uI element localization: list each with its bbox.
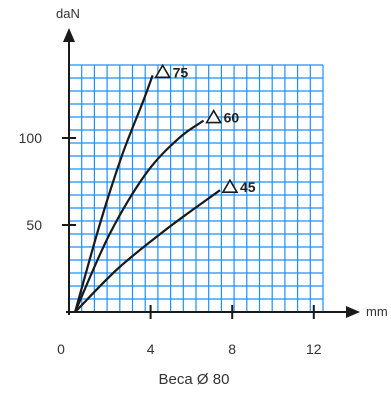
curves: 75 60 45 <box>74 63 256 313</box>
series-line-45 <box>74 189 221 313</box>
series-label-75: 75 <box>173 64 189 80</box>
chart-caption: Beca Ø 80 <box>159 371 230 388</box>
series-line-60 <box>74 119 205 313</box>
x-axis-label: mm <box>366 304 388 319</box>
x-tick-label: 0 <box>57 341 65 357</box>
series-label-60: 60 <box>224 110 240 126</box>
triangle-icon <box>154 63 172 79</box>
y-tick-label: 50 <box>26 217 42 233</box>
triangle-icon <box>221 178 239 193</box>
y-axis-label: daN <box>56 6 80 21</box>
series-line-75 <box>74 75 154 313</box>
axes <box>63 28 360 318</box>
series-label-45: 45 <box>240 179 256 195</box>
y-tick-label: 100 <box>19 130 43 146</box>
triangle-icon <box>205 109 223 124</box>
x-tick-label: 8 <box>228 341 236 357</box>
x-tick-label: 4 <box>147 341 155 357</box>
y-axis-arrow <box>63 28 75 42</box>
x-tick-label: 12 <box>306 341 322 357</box>
grid <box>68 64 324 313</box>
x-axis-arrow <box>346 306 360 318</box>
ticks: 0 4 8 12 50 100 <box>19 130 322 357</box>
